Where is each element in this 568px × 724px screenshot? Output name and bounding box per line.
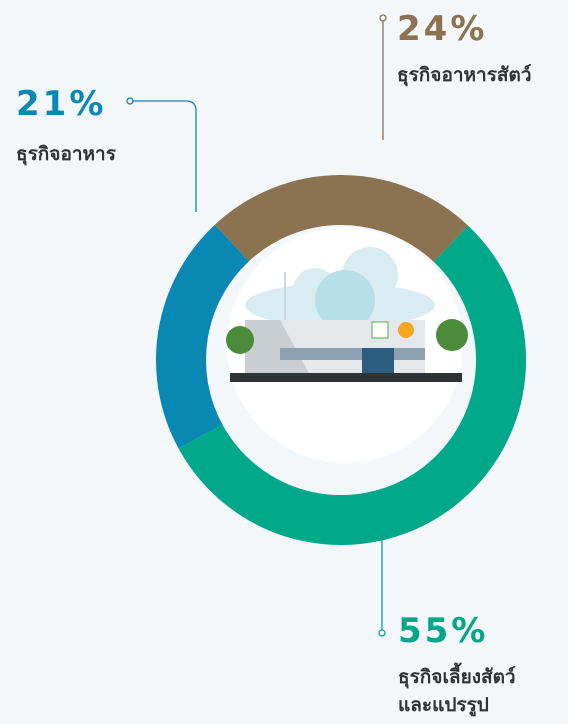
value-label: 21% — [16, 84, 107, 124]
category-label: ธุรกิจเลี้ยงสัตว์ และแปรรูป — [398, 666, 516, 716]
value-label: 55% — [398, 611, 489, 651]
leaders — [126, 14, 387, 637]
donut-segment — [156, 224, 250, 449]
donut-segment — [178, 225, 526, 545]
category-label: ธุรกิจอาหาร — [16, 143, 116, 165]
category-label: ธุรกิจอาหารสัตว์ — [397, 64, 532, 86]
value-label: 24% — [397, 9, 488, 49]
illustration — [226, 227, 468, 463]
donut — [156, 175, 526, 545]
donut-segment — [214, 175, 469, 263]
